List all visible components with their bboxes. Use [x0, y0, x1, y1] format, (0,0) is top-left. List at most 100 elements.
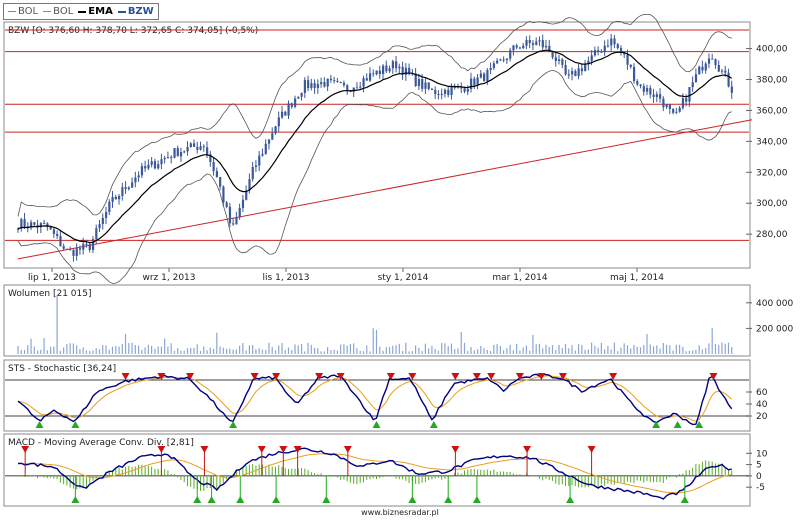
price-y-tick-label: 320,00: [756, 168, 788, 178]
candle-body: [711, 58, 714, 60]
candle-body: [39, 223, 43, 228]
candle-body: [525, 40, 528, 46]
macd-y-tick-label: -5: [756, 483, 765, 493]
candle-body: [300, 93, 303, 97]
sell-signal-marker: [487, 373, 496, 380]
candle-body: [23, 219, 26, 227]
candle-body: [316, 84, 320, 88]
candle-body: [619, 48, 623, 53]
macd-buy-marker: [193, 496, 202, 503]
candle-body: [82, 243, 85, 250]
candle-body: [140, 166, 144, 176]
candle-body: [623, 52, 626, 55]
candle-body: [629, 64, 632, 67]
sell-signal-marker: [609, 373, 618, 380]
macd-sell-marker: [293, 446, 302, 453]
candle-body: [466, 89, 469, 92]
candle-body: [352, 87, 355, 92]
sell-signal-marker: [472, 373, 481, 380]
candle-body: [52, 229, 56, 234]
candle-body: [564, 64, 567, 75]
legend-item-bzw[interactable]: BZW: [117, 6, 154, 17]
volume-y-tick-label: 400 000: [756, 299, 793, 309]
candle-body: [688, 87, 691, 102]
candle-body: [600, 51, 603, 53]
candle-body: [714, 59, 717, 66]
candle-body: [248, 179, 251, 191]
candle-body: [251, 166, 254, 180]
candle-body: [522, 45, 525, 49]
price-layer: 280,00 300,00 320,00 340,00 360,00 380,00 400,…: [5, 13, 788, 284]
candle-body: [701, 66, 704, 71]
stochastic-layer: 20 40 60: [5, 373, 768, 428]
candle-body: [85, 243, 88, 245]
macd-buy-marker: [680, 496, 689, 503]
candle-body: [365, 78, 368, 81]
price-x-tick-label: lis 1, 2013: [263, 273, 310, 283]
candle-body: [681, 98, 685, 108]
candle-body: [626, 54, 629, 65]
candle-body: [509, 50, 512, 59]
candle-body: [114, 196, 117, 200]
candle-body: [215, 171, 219, 178]
candle-body: [157, 164, 160, 169]
candle-body: [427, 82, 430, 89]
candle-body: [49, 226, 52, 230]
legend-label: BZW: [127, 6, 154, 17]
candle-body: [98, 224, 101, 229]
candle-body: [88, 244, 91, 250]
candle-body: [101, 217, 104, 225]
candle-body: [388, 68, 391, 72]
candle-body: [613, 38, 616, 45]
legend-item-bol-2[interactable]: BOL: [43, 6, 73, 17]
candle-body: [385, 65, 388, 72]
candle-body: [121, 187, 124, 197]
candle-body: [724, 70, 727, 73]
candle-body: [294, 98, 297, 107]
price-y-tick-label: 400,00: [756, 45, 788, 55]
candle-body: [333, 80, 336, 82]
candle-body: [483, 73, 486, 82]
candle-body: [496, 60, 499, 64]
price-x-tick-label: mar 1, 2014: [492, 273, 547, 283]
candle-body: [245, 190, 248, 200]
candle-body: [606, 45, 610, 47]
candle-body: [665, 104, 668, 108]
candle-body: [515, 45, 518, 48]
sell-signal-marker: [186, 373, 195, 380]
sell-signal-marker: [272, 373, 281, 380]
candle-body: [219, 177, 222, 187]
candle-body: [727, 72, 730, 87]
sell-signal-marker: [451, 373, 460, 380]
candle-body: [355, 87, 359, 89]
macd-sell-marker: [279, 446, 288, 453]
sell-signal-marker: [336, 373, 345, 380]
legend-item-ema[interactable]: EMA: [78, 6, 113, 17]
buy-signal-marker: [673, 421, 682, 428]
candle-body: [554, 57, 557, 62]
candle-body: [408, 67, 411, 74]
candle-body: [590, 55, 593, 61]
candle-body: [486, 70, 489, 82]
legend-item-bol-1[interactable]: BOL: [8, 6, 38, 17]
candle-body: [160, 159, 163, 165]
candle-body: [642, 86, 645, 92]
bollinger-upper-band: [17, 13, 732, 217]
candle-body: [421, 79, 424, 89]
candle-body: [199, 146, 202, 150]
candle-body: [447, 89, 450, 95]
candle-body: [277, 117, 280, 127]
candle-body: [675, 111, 678, 113]
macd-buy-marker: [408, 496, 417, 503]
candle-body: [342, 82, 346, 86]
candle-body: [124, 187, 127, 190]
stochastic-y-tick-label: 60: [756, 388, 768, 398]
macd-sell-marker: [257, 446, 266, 453]
candle-body: [326, 78, 329, 87]
macd-sell-marker: [451, 446, 460, 453]
candle-body: [424, 82, 427, 89]
volume-panel-title: Wolumen [21 015]: [8, 289, 91, 299]
candle-body: [646, 87, 649, 92]
macd-buy-marker: [444, 496, 453, 503]
candle-body: [528, 40, 531, 44]
